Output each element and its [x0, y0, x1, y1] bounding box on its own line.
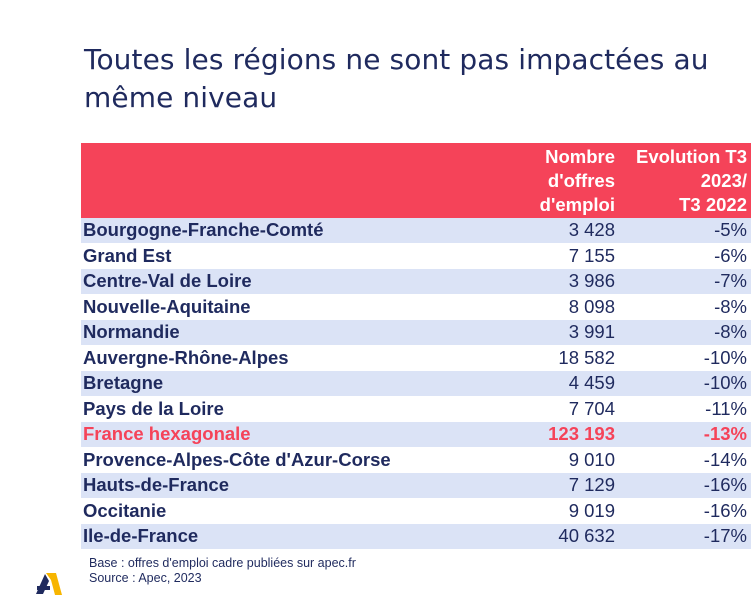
offres-count: 3 986: [568, 270, 615, 291]
evolution-value: -13%: [703, 423, 747, 444]
table-row: Occitanie 9 019 -16%: [81, 498, 751, 524]
evolution-value: -10%: [703, 372, 747, 393]
offres-count: 40 632: [558, 525, 615, 546]
offres-count: 4 459: [568, 372, 615, 393]
evolution-value: -8%: [714, 321, 747, 342]
evolution-value: -7%: [714, 270, 747, 291]
evolution-value: -11%: [705, 397, 747, 419]
evolution-value: -16%: [703, 474, 747, 495]
region-name: Provence-Alpes-Côte d'Azur-Corse: [83, 448, 391, 470]
region-name: Nouvelle-Aquitaine: [83, 295, 251, 317]
table-row: Pays de la Loire 7 704 -11%: [81, 396, 751, 422]
regions-table: Nombre d'offres d'emploi Evolution T3 20…: [81, 143, 751, 550]
region-name: France hexagonale: [83, 423, 251, 444]
offres-count: 123 193: [548, 423, 615, 444]
table-row: Provence-Alpes-Côte d'Azur-Corse 9 010 -…: [81, 447, 751, 473]
region-name: Normandie: [83, 321, 180, 342]
offres-count: 9 019: [568, 499, 615, 521]
table-row: Grand Est 7 155 -6%: [81, 243, 751, 269]
base-note: Base : offres d'emploi cadre publiées su…: [89, 556, 356, 570]
region-name: Auvergne-Rhône-Alpes: [83, 346, 289, 368]
table-row: Hauts-de-France 7 129 -16%: [81, 473, 751, 499]
table-header: Nombre d'offres d'emploi Evolution T3 20…: [81, 143, 751, 218]
evolution-value: -6%: [714, 244, 747, 266]
offres-count: 3 428: [568, 219, 615, 240]
region-name: Grand Est: [83, 244, 172, 266]
evolution-value: -16%: [703, 499, 747, 521]
source-note: Source : Apec, 2023: [89, 571, 202, 585]
header-evolution: Evolution T3 2023/ T3 2022: [636, 146, 747, 215]
offres-count: 7 129: [568, 474, 615, 495]
table-row: Centre-Val de Loire 3 986 -7%: [81, 269, 751, 295]
apec-logo-icon: [36, 573, 62, 595]
evolution-value: -17%: [703, 525, 747, 546]
region-name: Hauts-de-France: [83, 474, 229, 495]
table-row: Bourgogne-Franche-Comté 3 428 -5%: [81, 218, 751, 244]
offres-count: 18 582: [558, 346, 615, 368]
region-name: Bretagne: [83, 372, 164, 393]
offres-count: 3 991: [568, 321, 615, 342]
offres-count: 7 155: [568, 244, 615, 266]
table-row: Nouvelle-Aquitaine 8 098 -8%: [81, 294, 751, 320]
table-row: Ile-de-France 40 632 -17%: [81, 524, 751, 550]
table-row: Normandie 3 991 -8%: [81, 320, 751, 346]
evolution-value: -8%: [714, 295, 747, 317]
table-row: Auvergne-Rhône-Alpes 18 582 -10%: [81, 345, 751, 371]
evolution-value: -5%: [714, 219, 747, 240]
table-row-total: France hexagonale 123 193 -13%: [81, 422, 751, 448]
evolution-value: -10%: [703, 346, 747, 368]
region-name: Occitanie: [83, 499, 167, 521]
region-name: Pays de la Loire: [83, 397, 224, 419]
page-title: Toutes les régions ne sont pas impactées…: [84, 43, 709, 114]
region-name: Ile-de-France: [83, 525, 199, 546]
offres-count: 8 098: [568, 295, 615, 317]
table-row: Bretagne 4 459 -10%: [81, 371, 751, 397]
evolution-value: -14%: [703, 448, 747, 470]
header-offres: Nombre d'offres d'emploi: [539, 146, 615, 215]
offres-count: 9 010: [568, 448, 615, 470]
offres-count: 7 704: [568, 397, 615, 419]
region-name: Centre-Val de Loire: [83, 270, 252, 291]
footnotes: Base : offres d'emploi cadre publiées su…: [89, 556, 356, 586]
region-name: Bourgogne-Franche-Comté: [83, 219, 324, 240]
